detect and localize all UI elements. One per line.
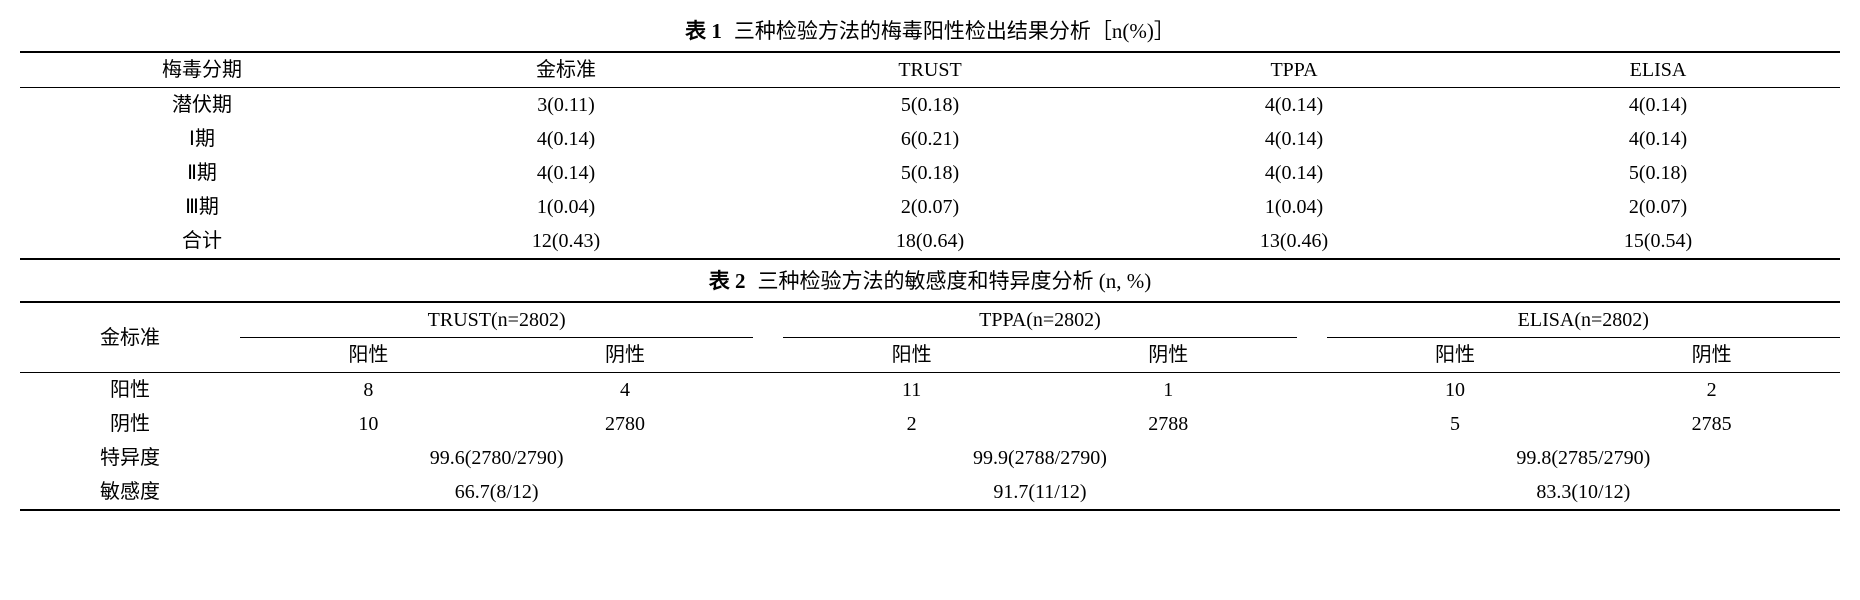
table1-cell: Ⅰ期: [20, 122, 384, 156]
gap: [753, 407, 783, 441]
table2-cell: 2785: [1583, 407, 1840, 441]
table1-cell: 5(0.18): [748, 88, 1112, 123]
table1-col-1: 金标准: [384, 52, 748, 88]
table2-cell: 10: [240, 407, 497, 441]
table1-title: 表 1 三种检验方法的梅毒阳性检出结果分析［n(%)］: [20, 10, 1840, 51]
table1-cell: Ⅱ期: [20, 156, 384, 190]
gap: [1297, 441, 1327, 475]
table1-col-4: ELISA: [1476, 52, 1840, 88]
table2-gold-header: 金标准: [20, 302, 240, 373]
table2-group-0: TRUST(n=2802): [240, 302, 753, 338]
table1-header-row: 梅毒分期 金标准 TRUST TPPA ELISA: [20, 52, 1840, 88]
gap: [1297, 373, 1327, 408]
table2-sub-row: 阳性 阴性 阳性 阴性 阳性 阴性: [20, 338, 1840, 373]
table1-cell: 4(0.14): [384, 122, 748, 156]
table1-col-2: TRUST: [748, 52, 1112, 88]
table2-span-label: 敏感度: [20, 475, 240, 510]
table1-cell: 4(0.14): [1112, 156, 1476, 190]
table1-cell: 3(0.11): [384, 88, 748, 123]
table2-sub: 阳性: [1327, 338, 1584, 373]
table1-cell: 6(0.21): [748, 122, 1112, 156]
table1-cell: 12(0.43): [384, 224, 748, 259]
table1-cell: 13(0.46): [1112, 224, 1476, 259]
table2-group-2: ELISA(n=2802): [1327, 302, 1840, 338]
table1-cell: 5(0.18): [748, 156, 1112, 190]
table2-cell: 2780: [497, 407, 754, 441]
table1-row: Ⅰ期 4(0.14) 6(0.21) 4(0.14) 4(0.14): [20, 122, 1840, 156]
table2-sub: 阴性: [1040, 338, 1297, 373]
table2-cell: 10: [1327, 373, 1584, 408]
gap: [753, 338, 783, 373]
table2-span-row: 特异度 99.6(2780/2790) 99.9(2788/2790) 99.8…: [20, 441, 1840, 475]
table2: 金标准 TRUST(n=2802) TPPA(n=2802) ELISA(n=2…: [20, 301, 1840, 511]
table2-sub: 阳性: [240, 338, 497, 373]
table2-cell: 1: [1040, 373, 1297, 408]
table1-cell: 1(0.04): [384, 190, 748, 224]
table1-title-label: 表 1: [685, 19, 722, 43]
table1-cell: 4(0.14): [1476, 88, 1840, 123]
table1-cell: 4(0.14): [1476, 122, 1840, 156]
table2-span-cell: 99.6(2780/2790): [240, 441, 753, 475]
table2-cell: 2: [1583, 373, 1840, 408]
table2-group-row: 金标准 TRUST(n=2802) TPPA(n=2802) ELISA(n=2…: [20, 302, 1840, 338]
gap: [1297, 302, 1327, 338]
table1-cell: 潜伏期: [20, 88, 384, 123]
table2-title: 表 2 三种检验方法的敏感度和特异度分析 (n, %): [20, 260, 1840, 301]
table1-row: 合计 12(0.43) 18(0.64) 13(0.46) 15(0.54): [20, 224, 1840, 259]
table2-span-cell: 99.9(2788/2790): [783, 441, 1296, 475]
table1-cell: 18(0.64): [748, 224, 1112, 259]
table2-cell: 8: [240, 373, 497, 408]
table2-cell: 4: [497, 373, 754, 408]
table2-span-cell: 83.3(10/12): [1327, 475, 1840, 510]
gap: [753, 373, 783, 408]
table2-row-label: 阳性: [20, 373, 240, 408]
table1-cell: 15(0.54): [1476, 224, 1840, 259]
table2-row: 阳性 8 4 11 1 10 2: [20, 373, 1840, 408]
table1-cell: Ⅲ期: [20, 190, 384, 224]
table2-row-label: 阴性: [20, 407, 240, 441]
table1-cell: 2(0.07): [748, 190, 1112, 224]
table2-span-cell: 91.7(11/12): [783, 475, 1296, 510]
table1-col-0: 梅毒分期: [20, 52, 384, 88]
gap: [753, 302, 783, 338]
table2-span-cell: 66.7(8/12): [240, 475, 753, 510]
gap: [1297, 338, 1327, 373]
table2-sub: 阳性: [783, 338, 1040, 373]
table1-cell: 1(0.04): [1112, 190, 1476, 224]
table2-span-label: 特异度: [20, 441, 240, 475]
table1-cell: 合计: [20, 224, 384, 259]
table2-title-label: 表 2: [709, 269, 746, 293]
table2-group-1: TPPA(n=2802): [783, 302, 1296, 338]
table1-cell: 4(0.14): [1112, 88, 1476, 123]
table2-cell: 2: [783, 407, 1040, 441]
table2-row: 阴性 10 2780 2 2788 5 2785: [20, 407, 1840, 441]
gap: [1297, 475, 1327, 510]
table2-sub: 阴性: [1583, 338, 1840, 373]
table2-cell: 11: [783, 373, 1040, 408]
table2-cell: 5: [1327, 407, 1584, 441]
table1-cell: 4(0.14): [1112, 122, 1476, 156]
table1-cell: 5(0.18): [1476, 156, 1840, 190]
table1-row: 潜伏期 3(0.11) 5(0.18) 4(0.14) 4(0.14): [20, 88, 1840, 123]
table1-row: Ⅱ期 4(0.14) 5(0.18) 4(0.14) 5(0.18): [20, 156, 1840, 190]
table2-title-text: 三种检验方法的敏感度和特异度分析 (n, %): [758, 269, 1152, 293]
table2-cell: 2788: [1040, 407, 1297, 441]
table1-title-text: 三种检验方法的梅毒阳性检出结果分析［n(%)］: [734, 19, 1175, 43]
table1-cell: 2(0.07): [1476, 190, 1840, 224]
table1-row: Ⅲ期 1(0.04) 2(0.07) 1(0.04) 2(0.07): [20, 190, 1840, 224]
table1: 梅毒分期 金标准 TRUST TPPA ELISA 潜伏期 3(0.11) 5(…: [20, 51, 1840, 260]
table2-sub: 阴性: [497, 338, 754, 373]
gap: [1297, 407, 1327, 441]
table2-span-row: 敏感度 66.7(8/12) 91.7(11/12) 83.3(10/12): [20, 475, 1840, 510]
table1-cell: 4(0.14): [384, 156, 748, 190]
table2-span-cell: 99.8(2785/2790): [1327, 441, 1840, 475]
table1-col-3: TPPA: [1112, 52, 1476, 88]
gap: [753, 475, 783, 510]
gap: [753, 441, 783, 475]
